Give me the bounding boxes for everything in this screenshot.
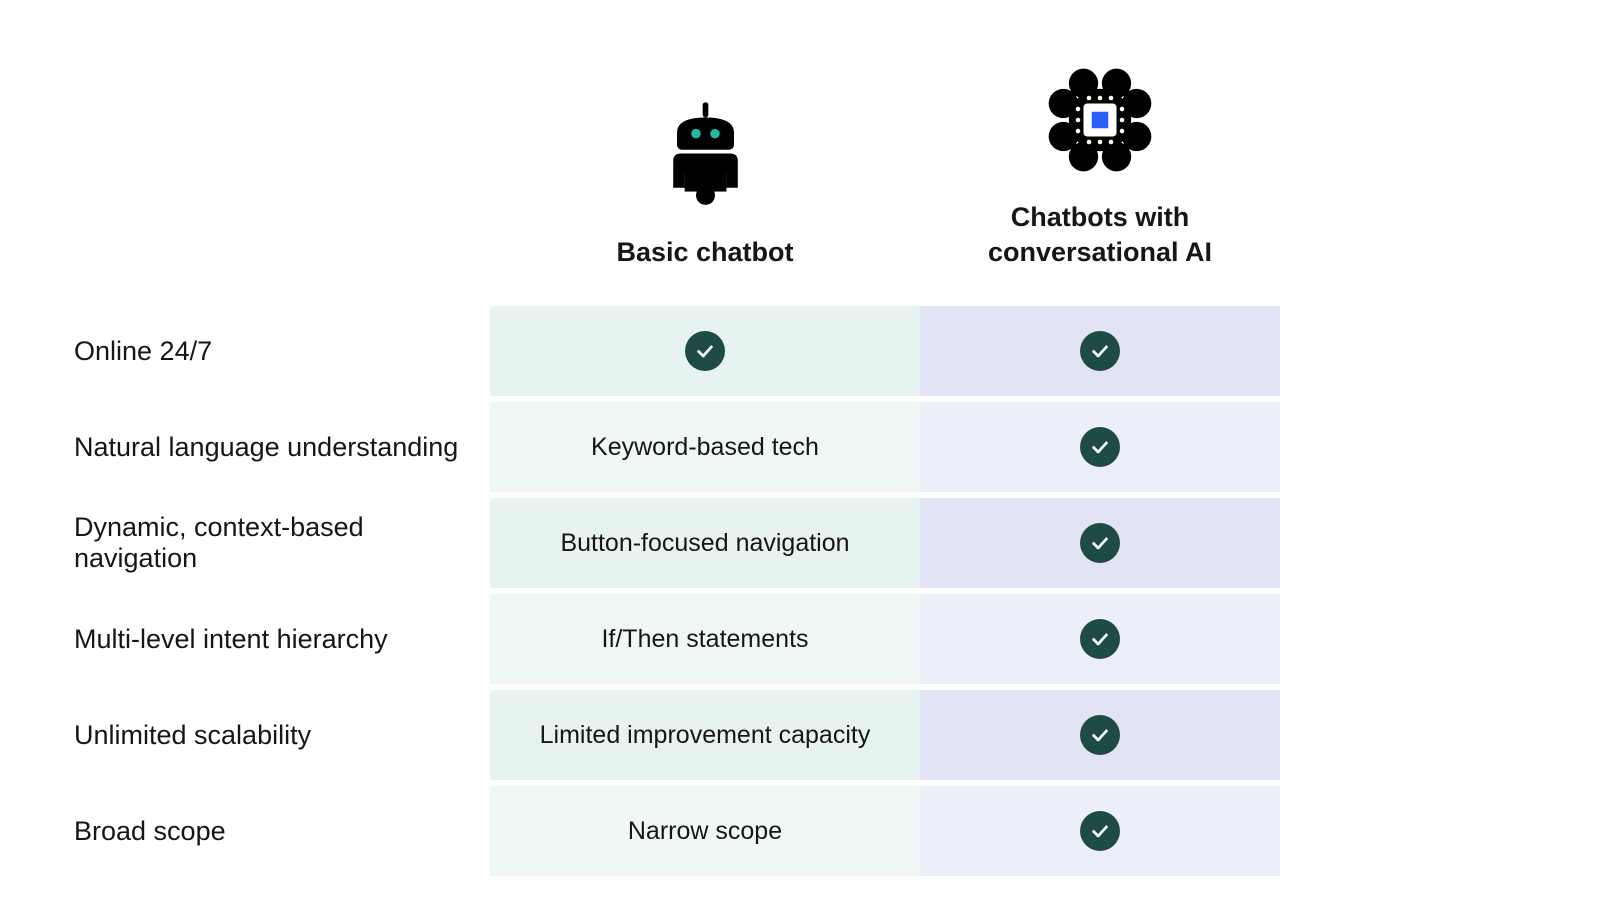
cell-basic: Limited improvement capacity bbox=[490, 690, 920, 780]
comparison-table: Basic chatbot bbox=[70, 40, 1530, 876]
cell-ai bbox=[920, 690, 1280, 780]
row-label: Online 24/7 bbox=[70, 306, 490, 396]
cell-ai bbox=[920, 594, 1280, 684]
cell-basic: Keyword-based tech bbox=[490, 402, 920, 492]
cell-basic: Narrow scope bbox=[490, 786, 920, 876]
cell-ai bbox=[920, 402, 1280, 492]
robot-icon bbox=[650, 95, 760, 215]
row-label: Dynamic, context-based navigation bbox=[70, 498, 490, 588]
column-header-basic-label: Basic chatbot bbox=[616, 235, 793, 270]
row-label: Unlimited scalability bbox=[70, 690, 490, 780]
cell-text: Limited improvement capacity bbox=[540, 721, 871, 750]
cell-ai bbox=[920, 786, 1280, 876]
check-icon bbox=[1080, 523, 1120, 563]
cell-ai bbox=[920, 306, 1280, 396]
check-icon bbox=[1080, 619, 1120, 659]
cell-text: Keyword-based tech bbox=[591, 433, 819, 462]
cell-text: If/Then statements bbox=[601, 625, 808, 654]
column-header-ai-label: Chatbots with conversational AI bbox=[950, 200, 1250, 270]
check-icon bbox=[1080, 427, 1120, 467]
check-icon bbox=[1080, 331, 1120, 371]
cell-text: Button-focused navigation bbox=[560, 529, 849, 558]
brain-chip-icon bbox=[1045, 60, 1155, 180]
check-icon bbox=[1080, 811, 1120, 851]
cell-basic: If/Then statements bbox=[490, 594, 920, 684]
cell-basic: Button-focused navigation bbox=[490, 498, 920, 588]
column-header-basic: Basic chatbot bbox=[490, 40, 920, 300]
column-header-ai: Chatbots with conversational AI bbox=[920, 40, 1280, 300]
check-icon bbox=[1080, 715, 1120, 755]
header-empty bbox=[70, 40, 490, 300]
cell-basic bbox=[490, 306, 920, 396]
check-icon bbox=[685, 331, 725, 371]
cell-ai bbox=[920, 498, 1280, 588]
row-label: Natural language understanding bbox=[70, 402, 490, 492]
row-label: Multi-level intent hierarchy bbox=[70, 594, 490, 684]
cell-text: Narrow scope bbox=[628, 817, 782, 846]
row-label: Broad scope bbox=[70, 786, 490, 876]
